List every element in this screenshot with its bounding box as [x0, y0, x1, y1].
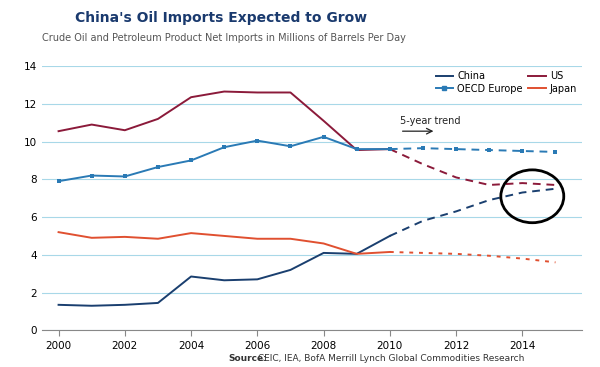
Text: 5-year trend: 5-year trend [400, 116, 460, 126]
Text: Source:: Source: [228, 354, 267, 363]
Text: China's Oil Imports Expected to Grow: China's Oil Imports Expected to Grow [75, 11, 367, 25]
Text: CEIC, IEA, BofA Merrill Lynch Global Commodities Research: CEIC, IEA, BofA Merrill Lynch Global Com… [255, 354, 524, 363]
Text: Crude Oil and Petroleum Product Net Imports in Millions of Barrels Per Day: Crude Oil and Petroleum Product Net Impo… [42, 33, 406, 43]
Legend: China, OECD Europe, US, Japan: China, OECD Europe, US, Japan [432, 67, 581, 98]
